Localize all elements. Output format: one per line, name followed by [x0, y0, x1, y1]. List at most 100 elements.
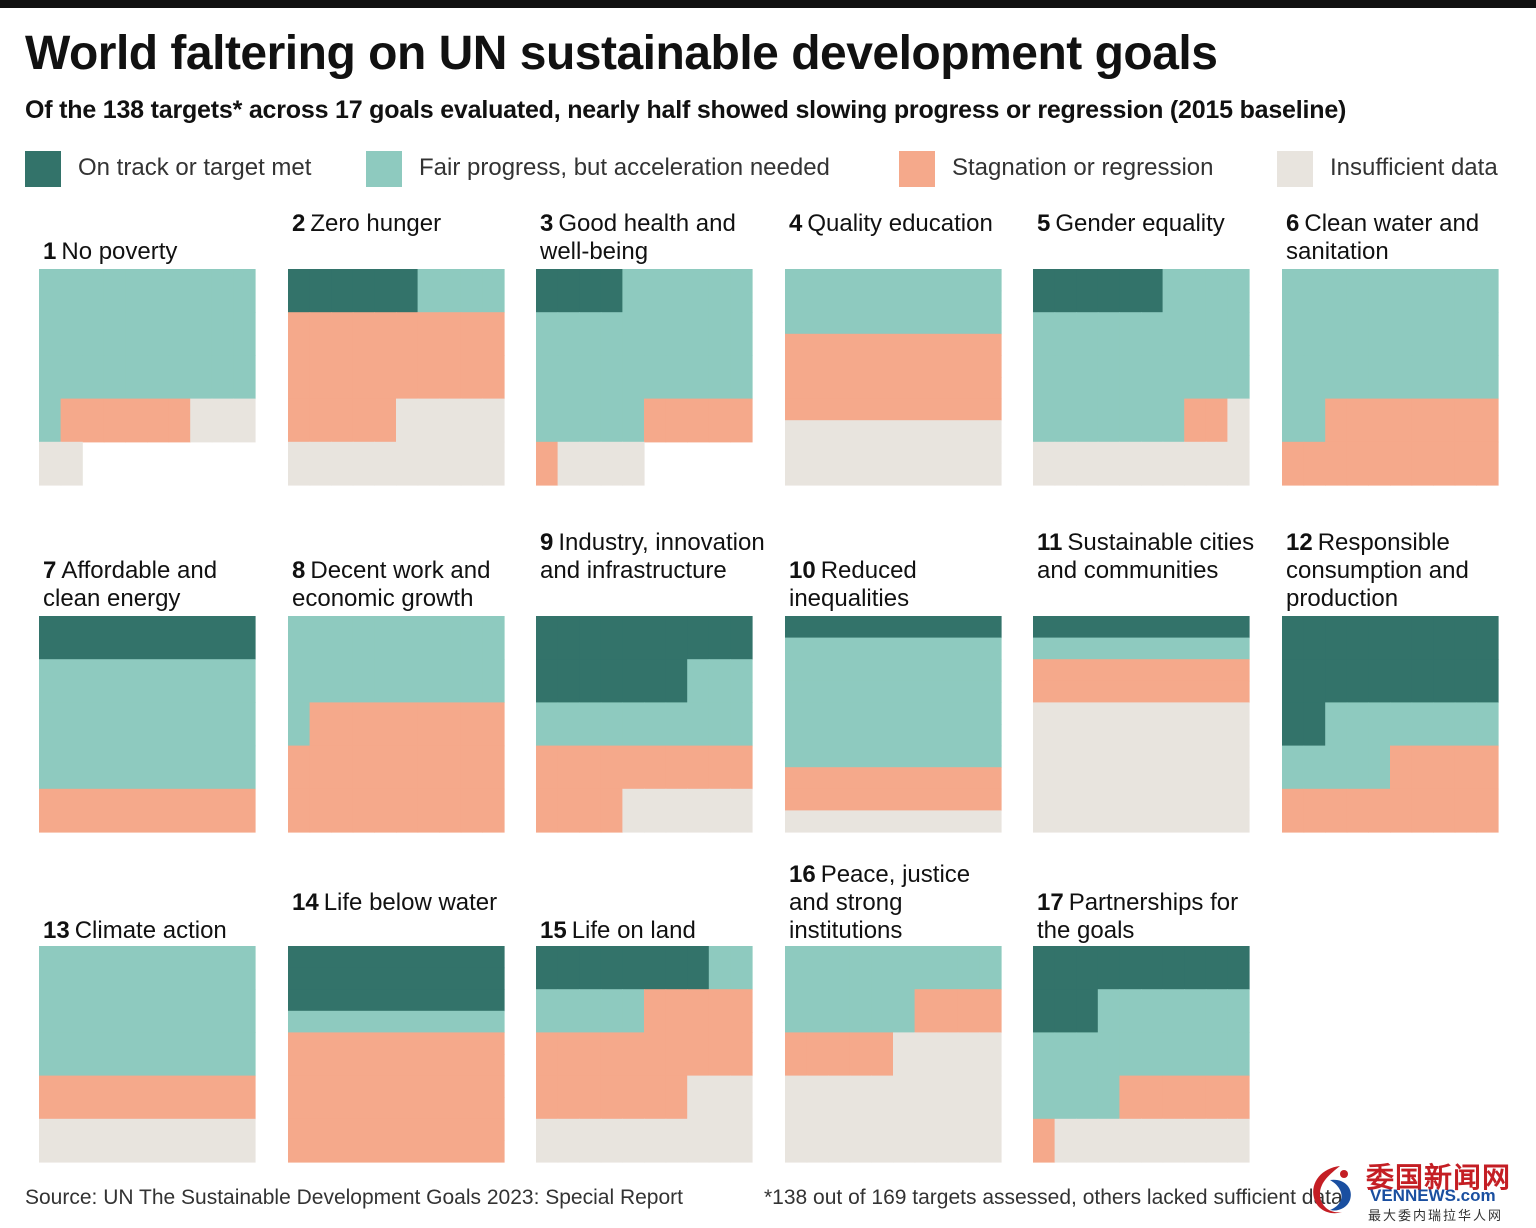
waffle-cell: [396, 398, 419, 443]
waffle-cell: [1162, 1075, 1185, 1120]
waffle-cell: [1303, 312, 1326, 356]
waffle-cell: [914, 989, 937, 1033]
waffle-cell: [1119, 441, 1142, 486]
waffle-cell: [622, 702, 645, 747]
waffle-cell: [1076, 441, 1099, 486]
waffle-cell: [557, 745, 580, 790]
legend-label: Stagnation or regression: [952, 154, 1214, 181]
waffle-cell: [1205, 989, 1228, 1033]
waffle-cell: [1325, 441, 1348, 486]
waffle-cell: [687, 398, 710, 443]
waffle-cell: [708, 1118, 731, 1163]
goal-name: Quality education: [807, 210, 993, 237]
waffle-cell: [1184, 312, 1207, 356]
goal-number: 3: [540, 210, 554, 237]
waffle-cell: [1454, 441, 1477, 486]
waffle-cell: [309, 788, 332, 833]
waffle-cell: [687, 355, 710, 400]
waffle-cell: [1205, 441, 1228, 486]
waffle-cell: [687, 312, 710, 356]
legend-swatch: [899, 151, 935, 187]
waffle-cell: [39, 788, 256, 833]
waffle-cell: [785, 788, 1002, 811]
waffle-cell: [1303, 788, 1326, 833]
waffle-cell: [288, 989, 505, 1012]
waffle-cell: [482, 788, 505, 833]
waffle-cell: [536, 788, 559, 833]
waffle-cell: [439, 398, 462, 443]
waffle-cell: [1227, 312, 1250, 356]
waffle-cell: [785, 290, 1002, 313]
goal-number: 16: [789, 861, 816, 888]
waffle-cell: [1454, 616, 1477, 660]
waffle-cell: [39, 1032, 256, 1077]
waffle-cell: [828, 946, 851, 990]
waffle-cell: [1227, 398, 1250, 443]
waffle-cell: [979, 946, 1002, 990]
waffle-cell: [190, 269, 213, 313]
waffle-cell: [730, 1075, 753, 1120]
waffle-cell: [1368, 269, 1391, 313]
waffle-cell: [1390, 745, 1413, 790]
waffle-cell: [914, 946, 937, 990]
waffle-cell: [622, 1118, 645, 1163]
goal-label-14: 14 Life below water: [292, 889, 517, 917]
goal-label-11: 11 Sustainable cities and communities: [1037, 529, 1262, 585]
waffle-cell: [536, 616, 559, 660]
waffle-cell: [730, 745, 753, 790]
waffle-cell: [644, 616, 667, 660]
waffle-cell: [417, 441, 440, 486]
waffle-cell: [665, 745, 688, 790]
waffle-cell: [1476, 355, 1499, 400]
waffle-cell: [482, 355, 505, 400]
goal-block-4: [785, 269, 1002, 486]
waffle-cell: [309, 312, 332, 356]
watermark-logo-icon: [1313, 1166, 1351, 1214]
waffle-cell: [396, 788, 419, 833]
waffle-cell: [936, 1032, 959, 1077]
legend: On track or target met Fair progress, bu…: [25, 150, 1525, 190]
waffle-cell: [39, 355, 62, 400]
waffle-cell: [828, 1075, 851, 1120]
waffle-cell: [1033, 1118, 1056, 1163]
waffle-cell: [1346, 616, 1369, 660]
waffle-cell: [1054, 946, 1077, 990]
waffle-cell: [1119, 398, 1142, 443]
waffle-cell: [536, 946, 559, 990]
waffle-cell: [1141, 946, 1164, 990]
waffle-cell: [1141, 269, 1164, 313]
waffle-cell: [1162, 355, 1185, 400]
waffle-cell: [1454, 269, 1477, 313]
waffle-cell: [352, 355, 375, 400]
waffle-cell: [288, 1010, 505, 1033]
waffle-cell: [687, 269, 710, 313]
waffle-cell: [331, 312, 354, 356]
waffle-cell: [1141, 355, 1164, 400]
legend-swatch: [366, 151, 402, 187]
waffle-cell: [147, 269, 170, 313]
goal-block-15: [536, 946, 753, 1163]
waffle-cell: [60, 441, 83, 486]
waffle-cell: [1227, 355, 1250, 400]
waffle-cell: [644, 659, 667, 703]
waffle-cell: [557, 1032, 580, 1077]
waffle-cell: [579, 616, 602, 660]
waffle-cell: [957, 946, 980, 990]
waffle-cell: [644, 1075, 667, 1120]
waffle-cell: [785, 333, 1002, 356]
waffle-cell: [644, 946, 667, 990]
waffle-cell: [644, 788, 667, 833]
waffle-cell: [1033, 767, 1250, 790]
waffle-cell: [1033, 989, 1056, 1033]
goal-number: 14: [292, 889, 319, 916]
goal-block-5: [1033, 269, 1250, 486]
waffle-cell: [288, 312, 311, 356]
waffle-cell: [309, 659, 332, 703]
waffle-cell: [557, 269, 580, 313]
waffle-cell: [914, 1075, 937, 1120]
waffle-cell: [622, 946, 645, 990]
waffle-cell: [352, 659, 375, 703]
waffle-cell: [1033, 1075, 1056, 1120]
waffle-cell: [1141, 989, 1164, 1033]
waffle-cell: [1325, 616, 1348, 660]
